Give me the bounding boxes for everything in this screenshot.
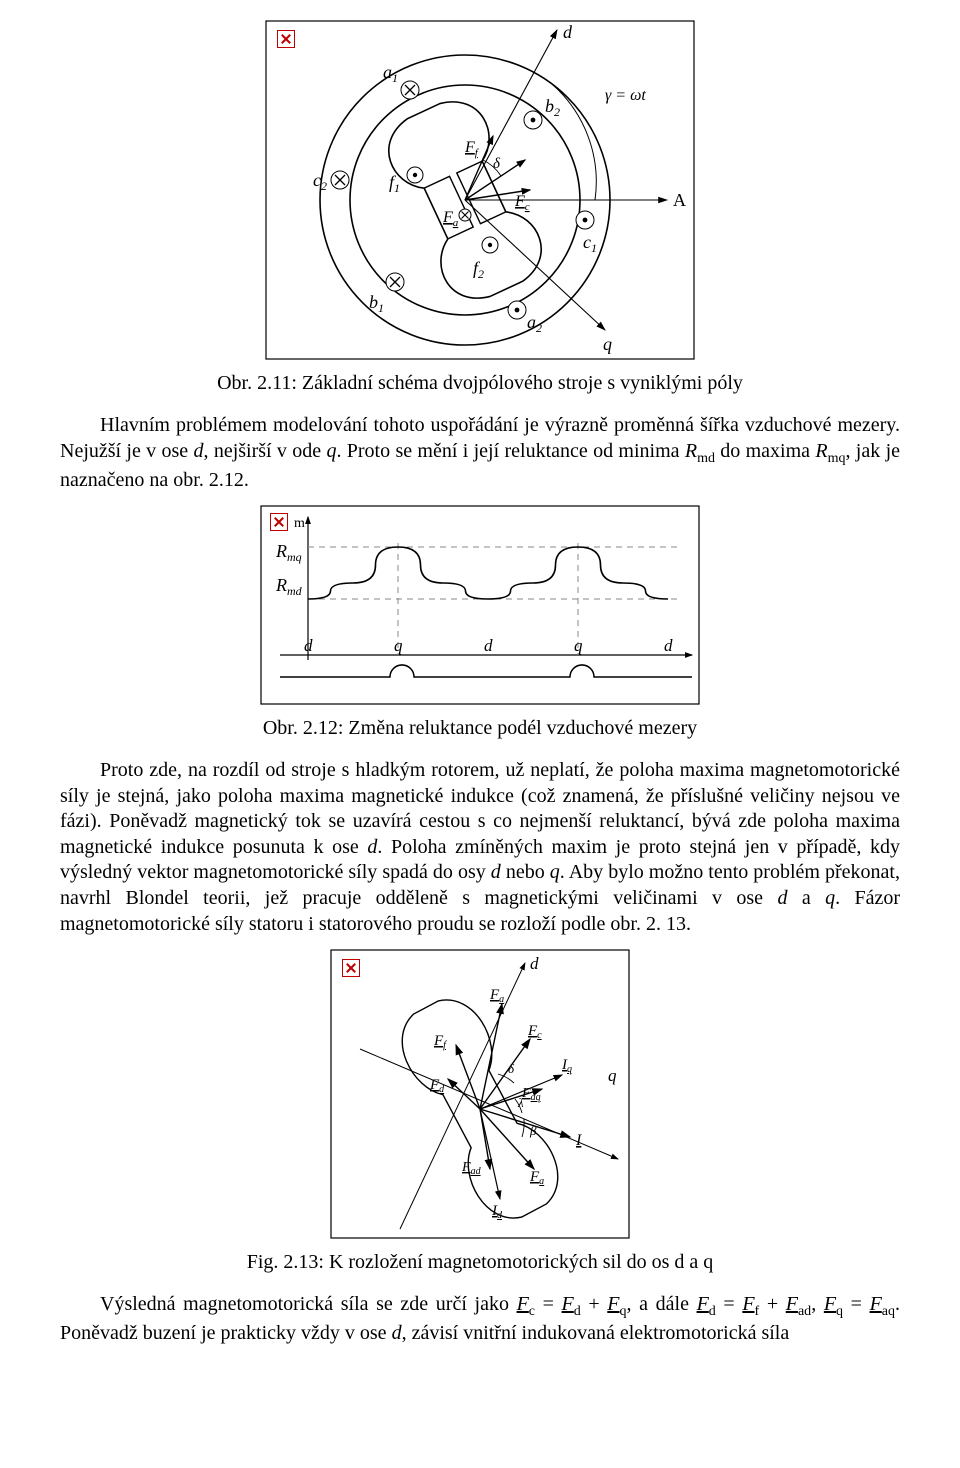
svg-text:δ: δ	[508, 1061, 515, 1076]
svg-text:I: I	[575, 1132, 582, 1149]
conductor-b2	[524, 111, 542, 129]
broken-image-icon	[277, 30, 295, 48]
conductor-f1	[407, 167, 423, 183]
svg-text:q: q	[574, 636, 583, 655]
svg-text:q: q	[608, 1066, 617, 1085]
paragraph-3: Výsledná magnetomotorická síla se zde ur…	[60, 1292, 900, 1347]
svg-text:δ: δ	[493, 156, 501, 172]
conductor-f2	[482, 237, 498, 253]
svg-text:q: q	[603, 334, 612, 354]
svg-text:d: d	[530, 954, 539, 973]
svg-text:d: d	[484, 636, 493, 655]
paragraph-2: Proto zde, na rozdíl od stroje s hladkým…	[60, 758, 900, 937]
conductor-a2	[508, 301, 526, 319]
paragraph-1: Hlavním problémem modelování tohoto uspo…	[60, 413, 900, 493]
broken-image-icon	[342, 959, 360, 977]
conductor-a1	[401, 81, 419, 99]
conductor-b1	[386, 273, 404, 291]
svg-text:q: q	[394, 636, 403, 655]
figure-2-12: m Rmq Rmd dqdqd	[260, 505, 700, 705]
conductor-c2	[331, 171, 349, 189]
svg-text:d: d	[304, 636, 313, 655]
svg-text:A: A	[673, 190, 686, 210]
svg-text:γ = ωt: γ = ωt	[605, 87, 646, 104]
conductor-c1	[576, 211, 594, 229]
figure-2-12-caption: Obr. 2.12: Změna reluktance podél vzduch…	[60, 717, 900, 740]
svg-text:d: d	[664, 636, 673, 655]
broken-image-icon	[270, 513, 288, 531]
svg-text:m: m	[294, 516, 305, 531]
figure-2-11: a1 b2 c2 c1 b1 a2 f1 f2 Ff Fa Fc δ γ = ω…	[265, 20, 695, 360]
svg-text:β: β	[529, 1123, 537, 1138]
figure-2-11-caption: Obr. 2.11: Základní schéma dvojpólového …	[60, 372, 900, 395]
svg-text:d: d	[563, 22, 573, 42]
figure-2-13: d q Fa Ff Fc Fd Faq Iq I Fad Fa Id δ λ β	[330, 949, 630, 1239]
figure-2-13-caption: Fig. 2.13: K rozložení magnetomotorickýc…	[60, 1251, 900, 1274]
svg-text:λ: λ	[517, 1095, 524, 1110]
